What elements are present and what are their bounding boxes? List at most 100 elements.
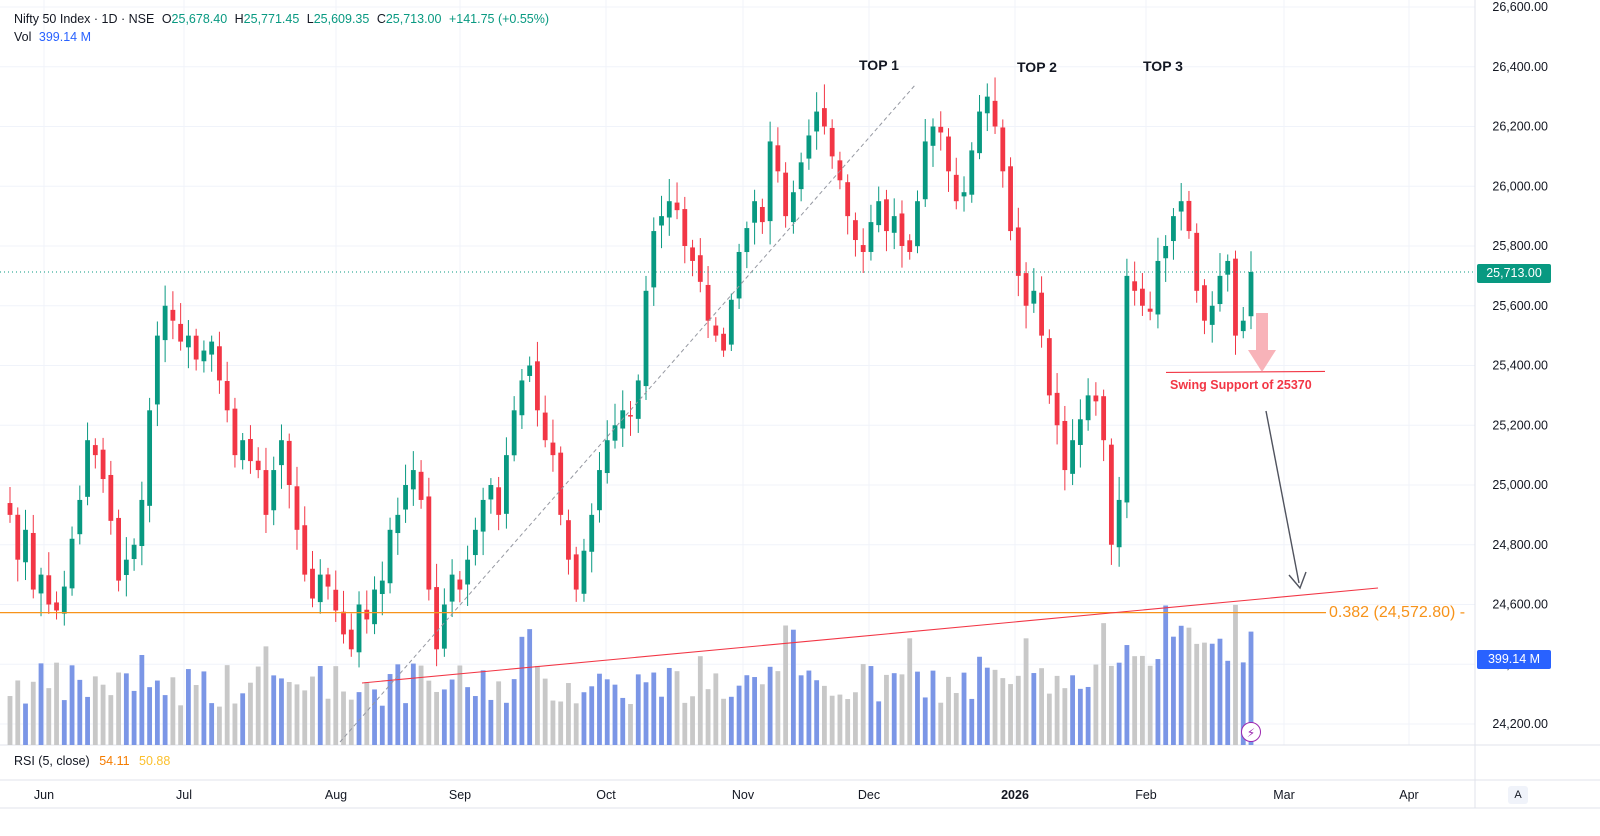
- candle-body: [496, 487, 502, 515]
- volume-bar: [1171, 636, 1176, 745]
- lightning-icon[interactable]: ⚡: [1241, 722, 1261, 742]
- volume-bar: [131, 690, 137, 745]
- y-tick-label: 24,200.00: [1492, 717, 1548, 731]
- volume-bar: [535, 665, 540, 745]
- rsi-legend[interactable]: RSI (5, close) 54.11 50.88: [14, 754, 170, 768]
- candle-body: [1140, 288, 1145, 306]
- x-tick-label: Nov: [732, 788, 755, 802]
- y-tick-label: 24,600.00: [1492, 598, 1548, 612]
- volume-bar: [837, 694, 843, 745]
- candle-body: [736, 251, 742, 299]
- volume-bar: [255, 666, 261, 745]
- volume-bar: [302, 690, 308, 745]
- candle-body: [589, 514, 595, 552]
- candle-body: [1101, 396, 1107, 441]
- volume-bar: [1000, 678, 1006, 745]
- close-value: 25,713.00: [385, 12, 442, 26]
- candle-body: [542, 412, 548, 441]
- volume-bar: [891, 673, 897, 745]
- volume-bar: [54, 662, 59, 745]
- candle-body: [829, 127, 835, 157]
- volume-bar: [519, 636, 525, 745]
- candle-body: [1008, 166, 1013, 232]
- y-tick-label: 24,800.00: [1492, 538, 1548, 552]
- chart-legend: Nifty 50 Index · 1D · NSE O25,678.40 H25…: [14, 10, 549, 46]
- candle-body: [372, 589, 377, 625]
- volume-bar: [185, 669, 191, 745]
- volume-bar: [178, 705, 184, 745]
- candle-body: [131, 544, 137, 560]
- volume-bar: [263, 646, 269, 745]
- volume-bar: [814, 680, 820, 745]
- volume-bar: [325, 698, 331, 745]
- candle-body: [806, 135, 812, 159]
- candle-body: [325, 574, 331, 587]
- volume-bar: [1225, 660, 1231, 745]
- candle-body: [876, 201, 882, 226]
- volume-bar: [1116, 662, 1122, 745]
- top-1-annotation: TOP 1: [859, 57, 899, 73]
- volume-bar: [612, 684, 618, 745]
- candle-body: [814, 111, 820, 132]
- candle-body: [1248, 271, 1254, 317]
- candle-body: [511, 410, 517, 456]
- volume-bar: [1240, 662, 1246, 745]
- candle-body: [1178, 201, 1184, 212]
- candle-body: [217, 346, 222, 381]
- auto-scale-button[interactable]: A: [1508, 786, 1528, 804]
- symbol-name[interactable]: Nifty 50 Index · 1D · NSE: [14, 12, 155, 26]
- volume-bar: [100, 684, 106, 745]
- rsi-value-2: 50.88: [139, 754, 171, 768]
- volume-bar: [1140, 655, 1145, 745]
- x-tick-label: Jun: [34, 788, 54, 802]
- candle-body: [1031, 290, 1037, 304]
- high-label: H: [234, 12, 244, 26]
- volume-bar: [697, 656, 703, 745]
- volume-label: Vol: [14, 30, 32, 44]
- volume-bar: [1093, 664, 1099, 745]
- volume-bar: [61, 700, 67, 745]
- candle-body: [248, 438, 253, 462]
- x-tick-label: 2026: [1001, 788, 1029, 802]
- candle-body: [426, 496, 432, 590]
- candle-body: [1225, 260, 1231, 275]
- candle-body: [938, 126, 944, 133]
- x-tick-label: Mar: [1273, 788, 1295, 802]
- candle-body: [403, 485, 408, 510]
- volume-bar: [860, 664, 866, 745]
- volume-bar: [271, 675, 277, 745]
- volume-bar: [348, 699, 354, 745]
- volume-bar: [139, 654, 145, 745]
- candle-body: [868, 222, 874, 252]
- volume-bar: [620, 697, 626, 745]
- x-tick-label: Dec: [858, 788, 880, 802]
- volume-bar: [1217, 638, 1223, 745]
- candle-body: [1000, 127, 1006, 172]
- candle-body: [713, 325, 719, 336]
- volume-bar: [23, 703, 28, 745]
- candle-body: [550, 442, 556, 456]
- candle-body: [77, 499, 83, 535]
- candle-body: [279, 440, 284, 466]
- candle-body: [209, 341, 215, 355]
- volume-bar: [162, 695, 168, 745]
- projection-line: [1265, 410, 1300, 584]
- volume-bar: [511, 679, 517, 745]
- candle-body: [643, 290, 649, 387]
- candle-body: [581, 550, 587, 594]
- candle-body: [930, 126, 936, 146]
- candle-body: [100, 449, 106, 480]
- volume-bar: [1023, 638, 1029, 745]
- candle-body: [434, 587, 439, 650]
- volume-bar: [372, 689, 377, 745]
- high-value: 25,771.45: [243, 12, 300, 26]
- candle-body: [418, 471, 424, 500]
- volume-bar: [7, 696, 13, 745]
- candle-body: [759, 206, 765, 223]
- candle-body: [201, 350, 207, 362]
- volume-bar: [154, 680, 160, 745]
- volume-bar: [527, 629, 533, 745]
- volume-bar: [449, 679, 455, 745]
- volume-bar: [822, 685, 827, 745]
